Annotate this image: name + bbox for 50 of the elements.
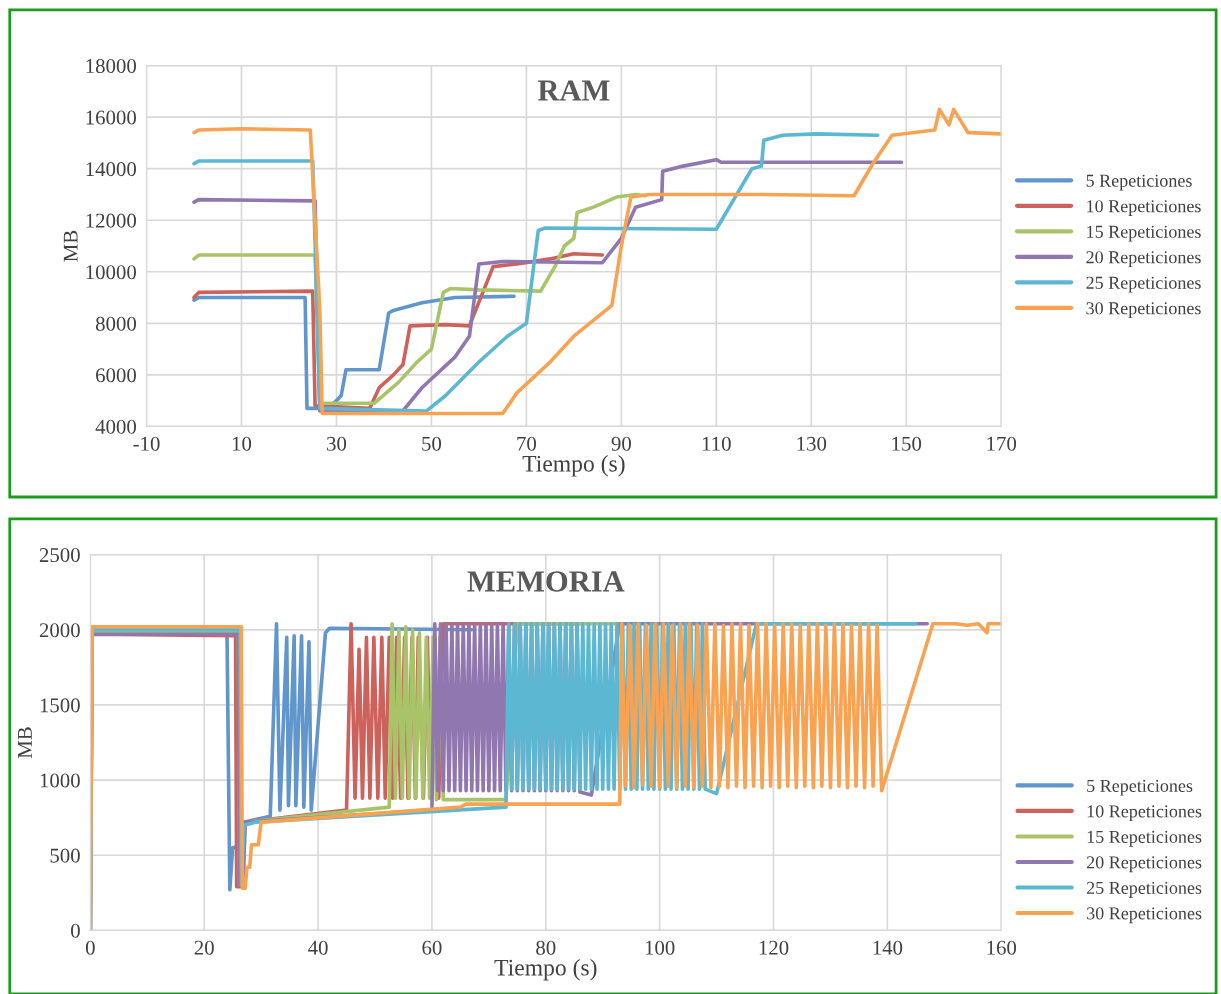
x-tick-label: 150: [892, 436, 922, 451]
y-tick-label: 4000: [95, 419, 136, 434]
y-tick-label: 1000: [40, 773, 80, 788]
y-tick-label: 10000: [86, 265, 136, 280]
chart-title: RAM: [537, 80, 610, 101]
legend-label: 15 Repeticiones: [1087, 830, 1202, 847]
y-tick-label: 0: [71, 923, 80, 938]
x-tick-label: 140: [873, 940, 903, 955]
x-tick-label: 80: [536, 940, 556, 955]
y-tick-label: 16000: [86, 110, 136, 125]
legend-label: 5 Repeticiones: [1087, 779, 1193, 796]
legend-label: 25 Repeticiones: [1086, 881, 1202, 898]
y-axis-title: MB: [63, 230, 78, 262]
y-tick-label: 500: [50, 848, 80, 863]
y-tick-label: 8000: [95, 316, 136, 331]
x-tick-label: 160: [987, 940, 1017, 955]
legend-label: 10 Repeticiones: [1087, 200, 1201, 216]
y-tick-label: 1500: [40, 698, 80, 713]
x-tick-label: 60: [422, 940, 442, 955]
legend-label: 30 Repeticiones: [1086, 302, 1201, 319]
x-tick-label: 20: [194, 940, 214, 955]
chart-title: MEMORIA: [467, 571, 625, 592]
legend-label: 10 Repeticiones: [1087, 805, 1202, 822]
x-tick-label: 130: [797, 436, 827, 451]
y-tick-label: 12000: [86, 213, 136, 228]
y-tick-label: 14000: [86, 162, 136, 177]
y-tick-label: 2000: [39, 623, 80, 638]
x-tick-label: -10: [133, 436, 160, 451]
y-tick-label: 2500: [39, 548, 80, 563]
x-tick-label: 100: [645, 940, 675, 955]
x-tick-label: 170: [987, 436, 1017, 451]
legend-label: 20 Repeticiones: [1086, 856, 1202, 873]
legend-label: 15 Repeticiones: [1087, 225, 1201, 242]
y-tick-label: 18000: [86, 58, 136, 74]
x-tick-label: 10: [232, 436, 252, 451]
legend-label: 20 Repeticiones: [1086, 251, 1201, 268]
x-tick-label: 110: [702, 436, 731, 451]
y-axis-title: MB: [18, 727, 32, 759]
x-axis-title: Tiempo (s): [494, 959, 597, 981]
x-tick-label: 90: [611, 436, 631, 451]
x-tick-label: 30: [327, 436, 347, 451]
legend-label: 30 Repeticiones: [1087, 907, 1202, 924]
legend-label: 5 Repeticiones: [1086, 174, 1192, 191]
y-tick-label: 6000: [96, 368, 136, 383]
legend-label: 25 Repeticiones: [1086, 276, 1201, 293]
x-tick-label: 50: [422, 436, 442, 451]
x-tick-label: 40: [308, 940, 328, 955]
x-axis-title: Tiempo (s): [522, 455, 625, 477]
x-tick-label: 70: [517, 436, 537, 451]
x-tick-label: 120: [759, 940, 789, 955]
